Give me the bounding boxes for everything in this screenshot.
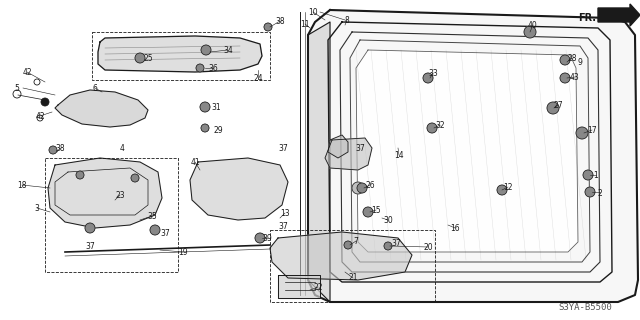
Circle shape	[135, 53, 145, 63]
Bar	[92, 32, 270, 80]
Text: 21: 21	[348, 274, 358, 283]
Text: 41: 41	[190, 157, 200, 166]
Text: 5: 5	[15, 84, 19, 92]
Text: 25: 25	[143, 53, 153, 62]
Text: 4: 4	[120, 143, 124, 153]
Text: 37: 37	[278, 143, 288, 153]
Text: 17: 17	[587, 125, 597, 134]
Text: 10: 10	[308, 7, 318, 17]
Text: 38: 38	[55, 143, 65, 153]
Bar	[270, 230, 435, 302]
Polygon shape	[55, 90, 148, 127]
Text: 37: 37	[278, 221, 288, 230]
Circle shape	[497, 185, 507, 195]
Circle shape	[560, 73, 570, 83]
Circle shape	[363, 207, 373, 217]
Text: 8: 8	[344, 15, 349, 25]
Circle shape	[41, 98, 49, 106]
Circle shape	[352, 182, 364, 194]
Polygon shape	[356, 50, 578, 252]
Text: 20: 20	[423, 243, 433, 252]
Polygon shape	[98, 36, 262, 72]
Circle shape	[255, 233, 265, 243]
Text: 34: 34	[223, 45, 233, 54]
Text: 13: 13	[280, 209, 290, 218]
Polygon shape	[48, 158, 162, 228]
Text: 11: 11	[300, 20, 310, 28]
Bar	[45, 158, 178, 272]
Circle shape	[524, 26, 536, 38]
Text: 29: 29	[213, 125, 223, 134]
Text: 18: 18	[17, 180, 27, 189]
Text: 22: 22	[313, 283, 323, 292]
Text: 27: 27	[553, 100, 563, 109]
Circle shape	[384, 242, 392, 250]
Text: 3: 3	[35, 204, 40, 212]
Circle shape	[576, 127, 588, 139]
Text: 42: 42	[22, 68, 32, 76]
Circle shape	[560, 55, 570, 65]
Text: 31: 31	[211, 102, 221, 111]
Text: 9: 9	[577, 58, 582, 67]
Text: 30: 30	[383, 215, 393, 225]
Text: 42: 42	[35, 111, 45, 121]
Text: 33: 33	[428, 68, 438, 77]
Text: 37: 37	[85, 242, 95, 251]
Polygon shape	[325, 138, 372, 170]
Text: 43: 43	[570, 73, 580, 82]
Circle shape	[547, 102, 559, 114]
Polygon shape	[328, 135, 348, 158]
Polygon shape	[270, 232, 412, 280]
Circle shape	[200, 102, 210, 112]
Circle shape	[131, 174, 139, 182]
Text: 6: 6	[93, 84, 97, 92]
Circle shape	[423, 73, 433, 83]
Polygon shape	[308, 22, 330, 302]
Circle shape	[264, 23, 272, 31]
Circle shape	[427, 123, 437, 133]
Text: 37: 37	[355, 143, 365, 153]
Circle shape	[585, 187, 595, 197]
Text: 32: 32	[435, 121, 445, 130]
Text: 15: 15	[371, 205, 381, 214]
Text: 40: 40	[528, 20, 538, 29]
Text: 35: 35	[147, 212, 157, 220]
Text: 7: 7	[353, 236, 358, 245]
Circle shape	[196, 64, 204, 72]
Circle shape	[150, 225, 160, 235]
Circle shape	[49, 146, 57, 154]
Text: 28: 28	[567, 53, 577, 62]
Text: 26: 26	[365, 180, 375, 189]
Circle shape	[583, 170, 593, 180]
Circle shape	[85, 223, 95, 233]
Text: 37: 37	[160, 228, 170, 237]
Text: 23: 23	[115, 190, 125, 199]
Polygon shape	[278, 275, 320, 298]
Circle shape	[357, 183, 367, 193]
Text: 2: 2	[598, 188, 602, 197]
Circle shape	[201, 45, 211, 55]
Circle shape	[344, 241, 352, 249]
Polygon shape	[308, 10, 638, 302]
Text: FR.: FR.	[578, 13, 596, 23]
Text: 16: 16	[450, 223, 460, 233]
Circle shape	[76, 171, 84, 179]
Text: 24: 24	[253, 74, 263, 83]
Polygon shape	[190, 158, 288, 220]
Text: 12: 12	[503, 182, 513, 191]
Circle shape	[201, 124, 209, 132]
Text: 37: 37	[391, 238, 401, 247]
Text: 39: 39	[262, 234, 272, 243]
Text: S3YA-B5500: S3YA-B5500	[558, 303, 612, 313]
Text: 19: 19	[178, 247, 188, 257]
Text: 14: 14	[394, 150, 404, 159]
Text: 1: 1	[594, 171, 598, 180]
Polygon shape	[598, 4, 640, 26]
Text: 38: 38	[275, 17, 285, 26]
Polygon shape	[55, 168, 148, 215]
Text: 36: 36	[208, 63, 218, 73]
